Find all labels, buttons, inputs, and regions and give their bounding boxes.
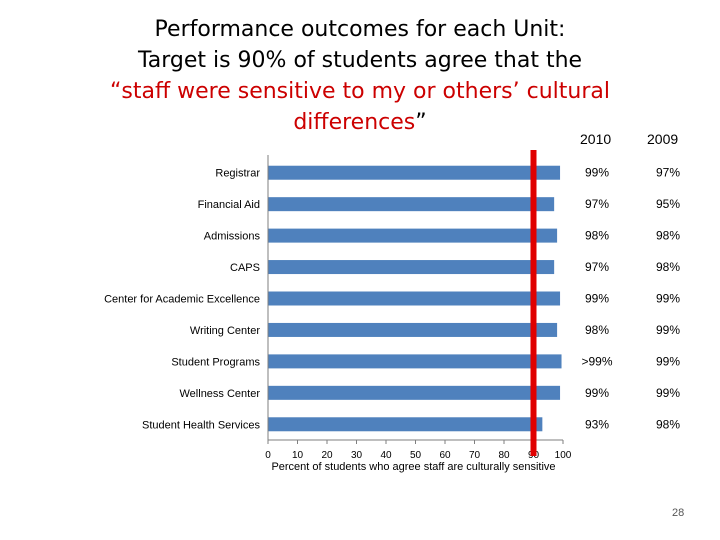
column-header-2010: 2010 <box>580 131 612 147</box>
column-header-2009: 2009 <box>647 131 679 147</box>
x-tick-label-5: 50 <box>410 450 422 461</box>
value-2010-4: 99% <box>585 292 609 306</box>
page-number: 28 <box>672 507 685 519</box>
x-tick-label-8: 80 <box>498 450 510 461</box>
value-2009-1: 95% <box>656 197 680 211</box>
bar-7 <box>268 385 561 400</box>
value-2010-1: 97% <box>585 197 609 211</box>
category-label-3: CAPS <box>230 262 260 274</box>
value-2010-6: >99% <box>581 354 612 368</box>
x-tick-label-4: 40 <box>380 450 392 461</box>
bar-0 <box>268 165 561 180</box>
category-label-7: Wellness Center <box>180 388 261 400</box>
value-2009-4: 99% <box>656 292 680 306</box>
value-2009-2: 98% <box>656 229 680 243</box>
category-label-1: Financial Aid <box>198 199 260 211</box>
value-2009-6: 99% <box>656 354 680 368</box>
category-label-2: Admissions <box>204 231 261 243</box>
value-2010-5: 98% <box>585 323 609 337</box>
x-tick-label-2: 20 <box>321 450 333 461</box>
bar-1 <box>268 197 555 212</box>
x-tick-label-10: 100 <box>555 450 572 461</box>
title-line-4-red: differences <box>293 110 416 135</box>
category-label-0: Registrar <box>215 168 260 180</box>
x-tick-label-1: 10 <box>292 450 304 461</box>
category-label-6: Student Programs <box>171 356 260 368</box>
x-tick-label-7: 70 <box>469 450 481 461</box>
title-line-1: Performance outcomes for each Unit: <box>154 17 566 42</box>
x-tick-label-6: 60 <box>439 450 451 461</box>
chart-title: Performance outcomes for each Unit: Targ… <box>0 14 720 138</box>
title-line-4-quote: ” <box>415 110 427 135</box>
value-2009-5: 99% <box>656 323 680 337</box>
bar-4 <box>268 291 561 306</box>
category-label-8: Student Health Services <box>142 419 261 431</box>
value-2009-7: 99% <box>656 386 680 400</box>
value-2009-3: 98% <box>656 260 680 274</box>
title-line-2: Target is 90% of students agree that the <box>137 48 583 73</box>
value-2010-8: 93% <box>585 417 609 431</box>
bar-5 <box>268 322 558 337</box>
value-2009-8: 98% <box>656 417 680 431</box>
value-2010-7: 99% <box>585 386 609 400</box>
value-2010-3: 97% <box>585 260 609 274</box>
x-tick-label-0: 0 <box>265 450 271 461</box>
bar-8 <box>268 417 543 432</box>
bar-3 <box>268 260 555 275</box>
bar-6 <box>268 354 562 369</box>
category-label-4: Center for Academic Excellence <box>104 294 260 306</box>
value-2009-0: 97% <box>656 166 680 180</box>
value-2010-2: 98% <box>585 229 609 243</box>
target-line <box>530 150 537 456</box>
title-line-4: differences” <box>0 107 720 138</box>
category-label-5: Writing Center <box>190 325 260 337</box>
x-axis-label: Percent of students who agree staff are … <box>271 461 555 473</box>
bar-2 <box>268 228 558 243</box>
value-2010-0: 99% <box>585 166 609 180</box>
title-line-3: “staff were sensitive to my or others’ c… <box>110 79 610 104</box>
x-tick-label-3: 30 <box>351 450 363 461</box>
